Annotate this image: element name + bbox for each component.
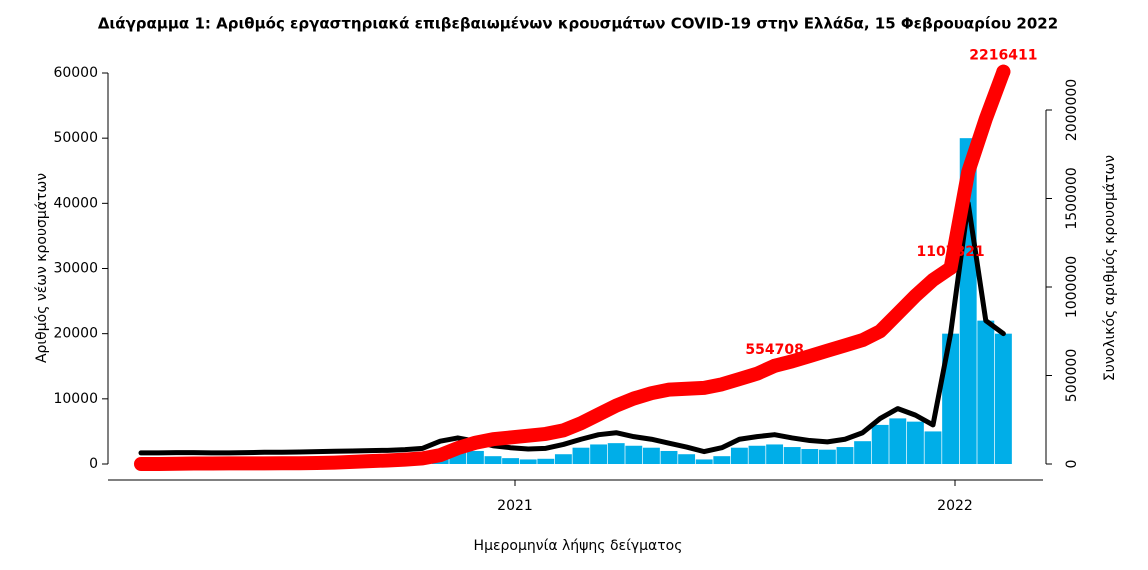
daily-line xyxy=(138,200,1006,456)
y-tick-label: 0 xyxy=(89,456,98,472)
bar xyxy=(836,447,854,464)
chart-title: Διάγραμμα 1: Αριθμός εργαστηριακά επιβεβ… xyxy=(98,15,1058,33)
annotation-label: 2216411 xyxy=(969,48,1037,64)
y2-tick-label: 500000 xyxy=(1064,349,1080,402)
bar xyxy=(801,449,819,464)
bar xyxy=(660,450,678,464)
y-tick-label: 30000 xyxy=(53,261,98,277)
annotation-point xyxy=(767,358,782,373)
y2-tick-label: 1000000 xyxy=(1064,256,1080,318)
y2-tick-label: 2000000 xyxy=(1064,79,1080,141)
annotation-label: 1107321 xyxy=(916,244,984,260)
bar xyxy=(466,450,484,464)
bar xyxy=(994,333,1012,464)
bar xyxy=(924,431,942,464)
x-tick-label: 2021 xyxy=(497,498,533,514)
annotation-point xyxy=(943,261,958,276)
cumulative-line xyxy=(134,64,1011,471)
bar xyxy=(519,459,537,464)
bar xyxy=(572,447,590,464)
y-axis-label: Αριθμός νέων κρουσμάτων xyxy=(34,173,50,363)
bar xyxy=(748,445,766,464)
bar xyxy=(906,421,924,464)
bar xyxy=(871,424,889,464)
bar xyxy=(502,458,520,464)
y-tick-label: 20000 xyxy=(53,326,98,342)
bar xyxy=(713,456,731,464)
x-axis-label: Ημερομηνία λήψης δείγματος xyxy=(474,538,683,554)
bar xyxy=(678,454,696,464)
bar xyxy=(554,454,572,464)
bar xyxy=(695,459,713,464)
x-tick-label: 2022 xyxy=(937,498,973,514)
y-tick-label: 50000 xyxy=(53,130,98,146)
annotation-point xyxy=(996,64,1011,79)
bar xyxy=(607,443,625,464)
bar xyxy=(625,445,643,464)
y-tick-label: 10000 xyxy=(53,391,98,407)
y-tick-label: 60000 xyxy=(53,65,98,81)
bar xyxy=(854,441,872,464)
bar xyxy=(730,447,748,464)
bar xyxy=(977,320,995,464)
bar xyxy=(590,444,608,464)
bar xyxy=(537,458,555,464)
annotation-label: 554708 xyxy=(745,342,803,358)
bar xyxy=(642,447,660,464)
bar xyxy=(818,449,836,464)
bar xyxy=(889,418,907,464)
bar xyxy=(766,444,784,464)
y2-axis-label: Συνολικός αριθμός κρουσμάτων xyxy=(1102,155,1118,381)
y2-tick-label: 0 xyxy=(1064,460,1080,469)
bar xyxy=(783,447,801,464)
y2-tick-label: 1500000 xyxy=(1064,167,1080,229)
y-tick-label: 40000 xyxy=(53,195,98,211)
bar xyxy=(484,456,502,464)
